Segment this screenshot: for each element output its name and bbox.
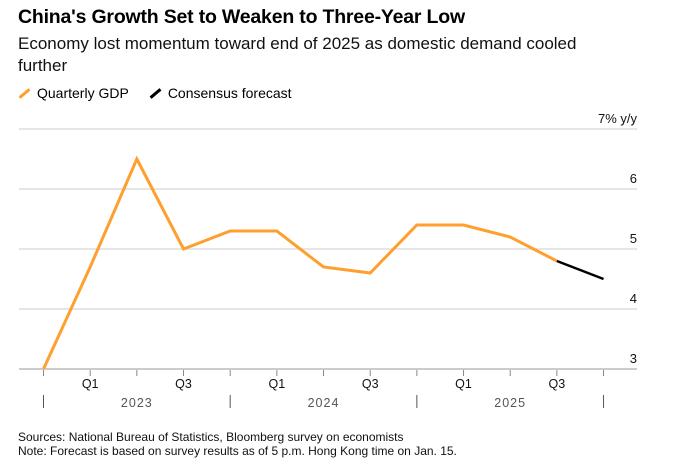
y-tick-label: 6 xyxy=(630,171,637,186)
x-tick-label: Q3 xyxy=(175,377,192,391)
chart-title: China's Growth Set to Weaken to Three-Ye… xyxy=(18,6,465,28)
legend-item-forecast: Consensus forecast xyxy=(149,85,292,101)
sources-note: Sources: National Bureau of Statistics, … xyxy=(18,430,404,444)
forecast-line xyxy=(556,259,604,281)
year-label: 2024 xyxy=(308,396,340,410)
gdp-line xyxy=(42,155,558,370)
x-tick-label: Q1 xyxy=(82,377,99,391)
x-tick-label: Q1 xyxy=(269,377,286,391)
legend-label: Quarterly GDP xyxy=(37,85,129,101)
x-tick-label: Q1 xyxy=(455,377,472,391)
legend-label: Consensus forecast xyxy=(167,85,292,101)
y-tick-label: 4 xyxy=(630,291,637,306)
y-tick-label: 5 xyxy=(630,231,637,246)
legend-item-gdp: Quarterly GDP xyxy=(18,85,129,101)
legend: Quarterly GDP Consensus forecast xyxy=(18,85,292,101)
footnote: Note: Forecast is based on survey result… xyxy=(18,444,457,458)
year-label: 2025 xyxy=(494,396,526,410)
y-tick-label: 7% y/y xyxy=(598,111,638,126)
x-tick-label: Q3 xyxy=(362,377,379,391)
year-label: 2023 xyxy=(121,396,153,410)
chart-subtitle: Economy lost momentum toward end of 2025… xyxy=(18,34,577,75)
y-tick-label: 3 xyxy=(630,351,637,366)
x-tick-label: Q3 xyxy=(549,377,566,391)
